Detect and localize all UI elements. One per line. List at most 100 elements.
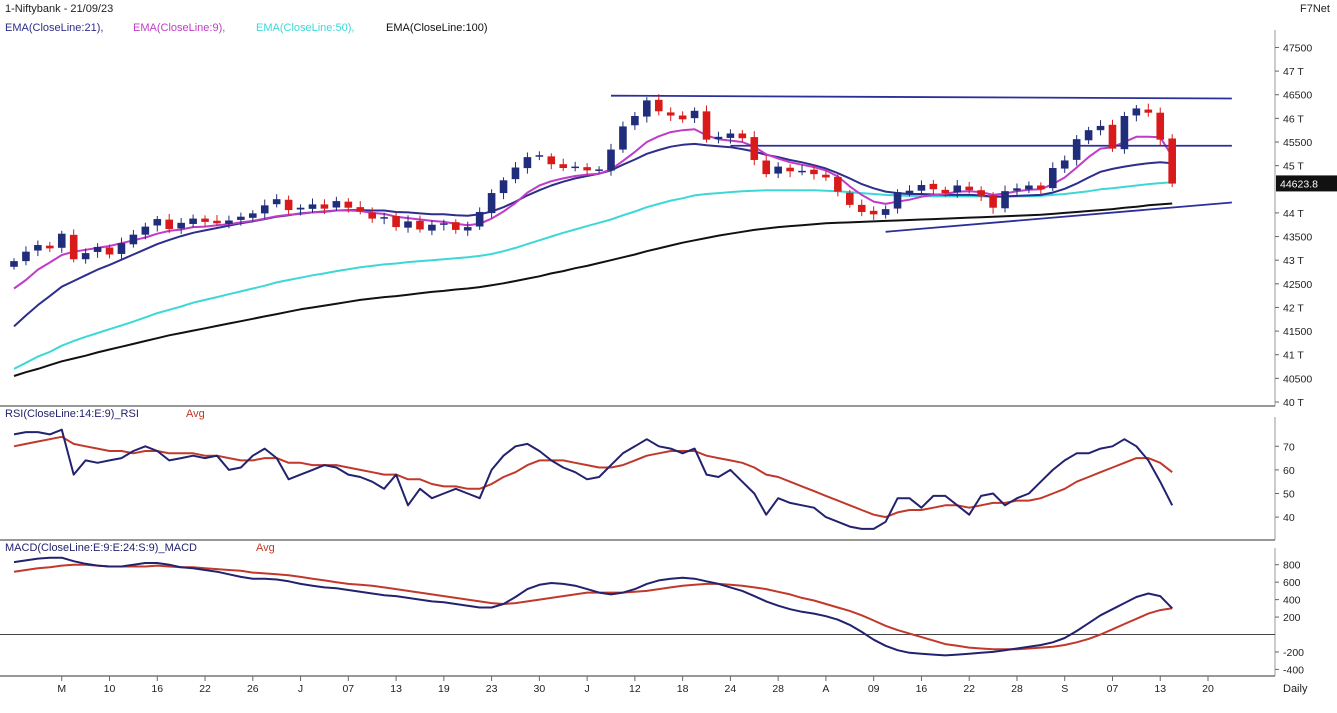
- candle-body: [631, 116, 639, 126]
- legend-ema21: EMA(CloseLine:21),: [5, 22, 103, 34]
- candle-body: [1120, 116, 1129, 150]
- candle-body: [1156, 112, 1165, 140]
- chart-title: 1-Niftybank - 21/09/23: [5, 3, 113, 15]
- legend-rsi: RSI(CloseLine:14:E:9)_RSI: [5, 408, 139, 420]
- trendline: [610, 94, 1232, 100]
- candle-body: [1084, 130, 1093, 141]
- candle-body: [1060, 160, 1069, 169]
- x-tick-label: 23: [486, 683, 498, 695]
- legend-ema50: EMA(CloseLine:50),: [256, 22, 354, 34]
- macd-tick-label: 200: [1283, 612, 1301, 624]
- price-tick-label: 45 T: [1283, 161, 1304, 173]
- candle-body: [129, 234, 138, 245]
- candle-body: [201, 218, 209, 222]
- candle-body: [881, 209, 890, 215]
- candle-body: [559, 164, 568, 168]
- candle-body: [93, 246, 102, 252]
- rsi-legend: RSI(CloseLine:14:E:9)_RSI Avg: [5, 408, 205, 420]
- candle-body: [1168, 138, 1176, 184]
- candle-body: [666, 112, 675, 116]
- price-tick-label: 47 T: [1283, 66, 1304, 78]
- macd-tick-label: 400: [1283, 595, 1301, 607]
- price-tick-label: 44 T: [1283, 208, 1304, 220]
- candle-body: [165, 219, 174, 229]
- candle-body: [440, 223, 448, 225]
- rsi-tick-label: 60: [1283, 465, 1295, 477]
- candle-body: [272, 199, 281, 205]
- x-tick-label: 12: [629, 683, 641, 695]
- last-price-badge: [1276, 175, 1337, 192]
- rsi-line: [13, 428, 1174, 530]
- candle-body: [105, 247, 114, 255]
- candle-body: [726, 133, 735, 138]
- price-tick-label: 42500: [1283, 279, 1312, 291]
- candle-body: [46, 245, 54, 249]
- x-tick-label: 19: [438, 683, 450, 695]
- candle-body: [249, 213, 257, 218]
- candle-body: [774, 166, 782, 174]
- price-tick-label: 40 T: [1283, 397, 1304, 409]
- candle-body: [1108, 124, 1117, 149]
- candle-body: [22, 251, 30, 262]
- legend-rsi-avg: Avg: [186, 408, 205, 420]
- price-tick-label: 46500: [1283, 90, 1312, 102]
- price-legend: EMA(CloseLine:21), EMA(CloseLine:9), EMA…: [5, 22, 488, 34]
- legend-ema9: EMA(CloseLine:9),: [133, 22, 225, 34]
- rsi-tick-label: 50: [1283, 488, 1295, 500]
- ema100-line: [13, 202, 1173, 377]
- trendline: [885, 201, 1232, 233]
- plot-layer: 47500 47 T 46500 46 T 45500 45 T 44 T 43500 43 T…: [0, 30, 1337, 695]
- candle-body: [451, 222, 460, 230]
- candle-body: [822, 174, 830, 178]
- x-tick-label: 20: [1202, 683, 1214, 695]
- x-tick-label: 26: [247, 683, 259, 695]
- candle-body: [702, 111, 711, 140]
- candle-body: [344, 201, 353, 208]
- legend-ema100: EMA(CloseLine:100): [386, 22, 488, 34]
- candle-body: [941, 189, 950, 194]
- candle-body: [428, 224, 436, 231]
- x-tick-label: 07: [342, 683, 354, 695]
- candle-body: [10, 261, 18, 267]
- price-tick-label: 41500: [1283, 326, 1312, 338]
- x-tick-label: A: [822, 683, 829, 695]
- price-tick-label: 42 T: [1283, 302, 1304, 314]
- x-tick-label: J: [298, 683, 303, 695]
- candle-body: [619, 126, 627, 150]
- rsi-avg-line: [13, 435, 1173, 519]
- macd-line: [13, 556, 1173, 657]
- candle-body: [810, 169, 818, 175]
- x-tick-label: 24: [725, 683, 737, 695]
- x-tick-label: 30: [534, 683, 546, 695]
- candle-body: [1144, 109, 1153, 113]
- candle-body: [583, 167, 591, 171]
- legend-macd: MACD(CloseLine:E:9:E:24:S:9)_MACD: [5, 542, 197, 554]
- candle-body: [750, 137, 759, 160]
- candle-body: [690, 110, 699, 119]
- candle-body: [571, 166, 579, 169]
- x-tick-label: S: [1061, 683, 1068, 695]
- candle-body: [475, 211, 484, 227]
- x-tick-label: M: [57, 683, 66, 695]
- candle-body: [893, 192, 902, 209]
- candle-body: [57, 233, 66, 248]
- macd-tick-label: 800: [1283, 560, 1301, 572]
- period-label: Daily: [1283, 683, 1308, 695]
- x-tick-label: 22: [199, 683, 211, 695]
- macd-legend: MACD(CloseLine:E:9:E:24:S:9)_MACD Avg: [5, 542, 275, 554]
- ema50-line: [13, 181, 1173, 370]
- candle-body: [404, 221, 412, 228]
- rsi-tick-label: 40: [1283, 512, 1295, 524]
- candle-body: [857, 204, 866, 212]
- candle-body: [1072, 139, 1081, 160]
- candle-body: [141, 226, 150, 235]
- candle-body: [296, 207, 305, 210]
- candle-body: [762, 160, 771, 175]
- candle-body: [846, 192, 854, 205]
- candle-body: [308, 204, 317, 209]
- candle-body: [989, 195, 997, 208]
- candle-body: [69, 234, 78, 260]
- candle-body: [225, 220, 233, 224]
- candle-body: [356, 207, 365, 212]
